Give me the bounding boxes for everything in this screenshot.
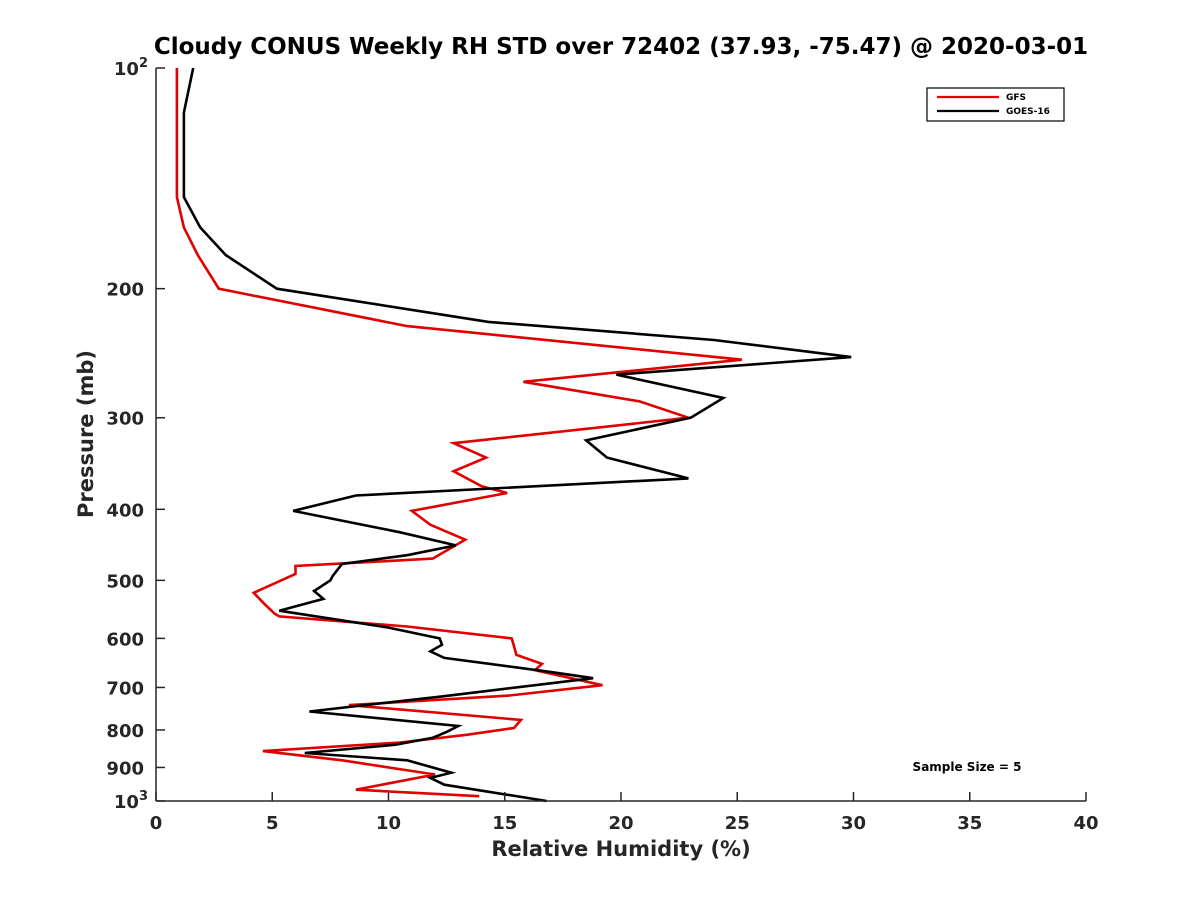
- series-layer: [175, 67, 852, 803]
- x-axis-label: Relative Humidity (%): [491, 837, 750, 861]
- chart-title: Cloudy CONUS Weekly RH STD over 72402 (3…: [154, 34, 1088, 60]
- sample-size-annotation: Sample Size = 5: [913, 760, 1022, 774]
- legend: GFS GOES-16: [926, 87, 1065, 122]
- legend-label-goes16: GOES-16: [1006, 107, 1050, 117]
- y-tick-label: 300: [106, 409, 144, 430]
- y-tick-label: 200: [106, 280, 144, 301]
- legend-label-gfs: GFS: [1006, 93, 1026, 103]
- series-line-goes16: [182, 67, 852, 803]
- x-tick-label: 35: [957, 813, 982, 834]
- x-ticks: 0 5 10 15 20 25 30 35 40: [150, 792, 1099, 834]
- y-tick-label: 900: [106, 758, 144, 779]
- x-tick-label: 5: [266, 813, 279, 834]
- y-axis-label: Pressure (mb): [74, 350, 98, 518]
- x-tick-label: 10: [376, 813, 401, 834]
- y-tick-label: 600: [106, 629, 144, 650]
- y-tick-label: 500: [106, 571, 144, 592]
- x-tick-label: 15: [492, 813, 517, 834]
- x-tick-label: 25: [725, 813, 750, 834]
- y-tick-label: 800: [106, 721, 144, 742]
- x-tick-label: 40: [1073, 813, 1098, 834]
- series-line-gfs: [175, 68, 743, 798]
- legend-box: [926, 87, 1065, 122]
- x-tick-label: 30: [841, 813, 866, 834]
- y-tick-label: 700: [106, 678, 144, 699]
- x-tick-label: 0: [150, 813, 163, 834]
- x-tick-label: 20: [608, 813, 633, 834]
- y-tick-label: 400: [106, 500, 144, 521]
